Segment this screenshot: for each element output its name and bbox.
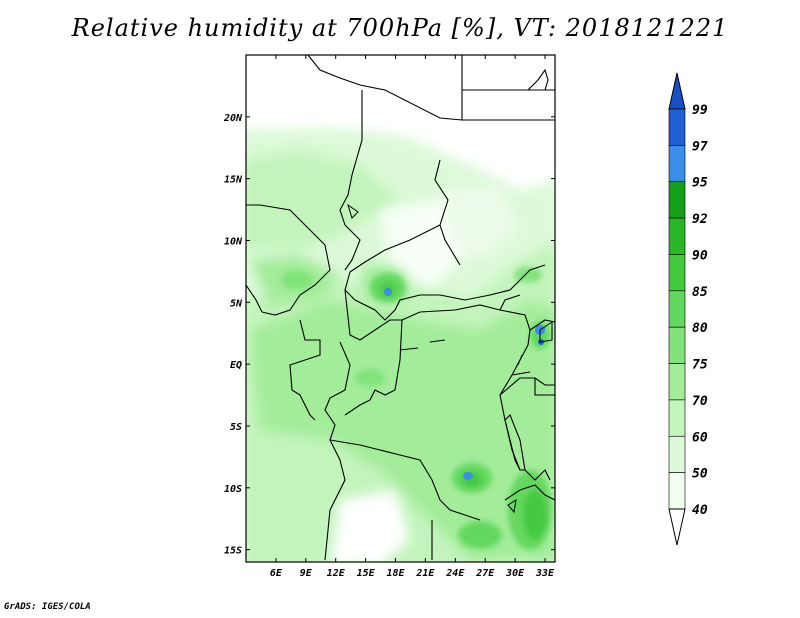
y-tick-label: 15N [224, 175, 243, 186]
colorbar-segment [668, 472, 686, 510]
colorbar-label: 40 [692, 503, 708, 518]
credit-text: GrADS: IGES/COLA [4, 602, 91, 612]
colorbar-label: 90 [692, 248, 708, 263]
colorbar-segment [668, 363, 686, 401]
y-tick-label: 10S [224, 484, 242, 495]
x-tick-label: 27E [475, 568, 495, 579]
x-tick-label: 24E [445, 568, 465, 579]
colorbar-label: 75 [692, 358, 708, 373]
colorbar-segment [668, 290, 686, 328]
y-tick-label: 20N [223, 113, 243, 124]
y-tick-label: EQ [230, 360, 242, 371]
y-tick-label: 5N [230, 298, 243, 309]
map-title: Relative humidity at 700hPa [%], VT: 201… [71, 14, 729, 42]
x-tick-label: 21E [415, 568, 435, 579]
x-tick-label: 15E [357, 568, 376, 579]
colorbar-segment [668, 145, 686, 183]
x-tick-label: 9E [300, 568, 313, 579]
y-tick-label: 5S [230, 422, 242, 433]
colorbar-label: 80 [692, 321, 708, 336]
colorbar-label: 50 [692, 467, 708, 482]
country-borders [246, 55, 555, 561]
y-tick-label: 10N [224, 236, 243, 247]
x-tick-label: 12E [327, 568, 346, 579]
colorbar-segment [668, 254, 686, 292]
y-tick-label: 15S [224, 546, 242, 557]
colorbar-segment [668, 217, 686, 255]
colorbar-label: 97 [692, 139, 708, 154]
colorbar: 99 97 95 92 90 85 80 75 70 60 50 40 [668, 72, 708, 546]
colorbar-segment [668, 435, 686, 473]
colorbar-label: 99 [692, 103, 708, 118]
colorbar-segment [668, 399, 686, 437]
colorbar-label: 85 [692, 285, 708, 300]
colorbar-label: 70 [692, 394, 708, 409]
colorbar-segment [668, 181, 686, 219]
x-axis: 6E 9E 12E 15E 18E 21E 24E 27E 30E 33E [270, 55, 555, 579]
colorbar-segment [668, 108, 686, 146]
x-tick-label: 6E [270, 568, 283, 579]
colorbar-top-arrow [668, 72, 686, 110]
colorbar-segment [668, 326, 686, 364]
colorbar-label: 92 [692, 212, 708, 227]
y-axis: 20N 15N 10N 5N EQ 5S 10S 15S [223, 113, 555, 557]
lakes [347, 203, 553, 514]
colorbar-label: 95 [692, 176, 708, 191]
colorbar-bottom-arrow [668, 508, 686, 546]
colorbar-label: 60 [692, 430, 708, 445]
x-tick-label: 30E [505, 568, 525, 579]
x-tick-label: 33E [535, 568, 555, 579]
x-tick-label: 18E [386, 568, 405, 579]
humidity-field [246, 55, 555, 562]
map-frame [245, 54, 556, 563]
